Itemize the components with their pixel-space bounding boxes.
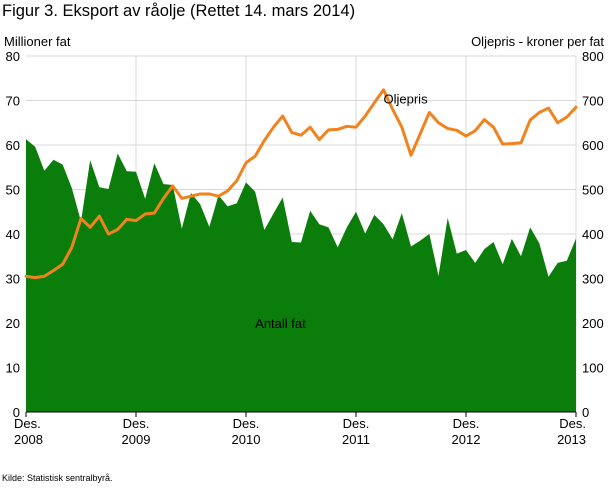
series-area-antall-fat [26, 139, 576, 412]
x-tick-label-month: Des. [123, 416, 150, 431]
right-y-tick-label: 600 [582, 138, 604, 153]
x-tick-label-year: 2011 [342, 432, 370, 447]
left-y-tick-label: 0 [13, 405, 20, 420]
annotation-oljepris: Oljepris [384, 91, 429, 106]
right-y-axis-label: Oljepris - kroner per fat [471, 34, 604, 49]
annotation-antall-fat: Antall fat [255, 316, 306, 331]
right-y-tick-label: 0 [582, 405, 589, 420]
x-tick-label-month: Des. [233, 416, 260, 431]
chart-title: Figur 3. Eksport av råolje (Rettet 14. m… [2, 2, 356, 20]
series-line-oljepris [24, 88, 578, 280]
left-y-tick-label: 40 [6, 227, 20, 242]
right-y-tick-label: 500 [582, 183, 604, 198]
x-tick-label-month: Des. [559, 416, 586, 431]
left-y-tick-label: 80 [6, 49, 20, 64]
source-note: Kilde: Statistisk sentralbyrå. [2, 473, 113, 483]
x-tick-label-year: 2008 [14, 432, 43, 447]
x-tick-label-month: Des. [453, 416, 480, 431]
left-y-tick-label: 70 [6, 94, 20, 109]
left-y-tick-label: 20 [6, 316, 20, 331]
left-y-tick-label: 30 [6, 272, 20, 287]
right-y-tick-label: 200 [582, 316, 604, 331]
right-y-axis-ticks: 0 100 200 300 400 500 600 700 800 [582, 49, 604, 420]
left-y-tick-label: 10 [6, 361, 20, 376]
right-y-tick-label: 100 [582, 361, 604, 376]
left-y-tick-label: 60 [6, 138, 20, 153]
x-axis-ticks: Des.2008Des.2009Des.2010Des.2011Des.2012… [14, 412, 586, 447]
left-y-axis-label: Millioner fat [4, 34, 71, 49]
x-tick-label-year: 2012 [452, 432, 481, 447]
x-tick-label-year: 2013 [557, 432, 586, 447]
right-y-tick-label: 400 [582, 227, 604, 242]
left-y-axis-ticks: 0 10 20 30 40 50 60 70 80 [6, 49, 20, 420]
right-y-tick-label: 300 [582, 272, 604, 287]
left-y-tick-label: 50 [6, 183, 20, 198]
right-y-tick-label: 800 [582, 49, 604, 64]
x-tick-label-year: 2009 [122, 432, 151, 447]
right-y-tick-label: 700 [582, 94, 604, 109]
x-tick-label-month: Des. [14, 416, 41, 431]
annotations: Oljepris Antall fat [255, 91, 428, 331]
x-tick-label-year: 2010 [232, 432, 261, 447]
x-tick-label-month: Des. [343, 416, 370, 431]
